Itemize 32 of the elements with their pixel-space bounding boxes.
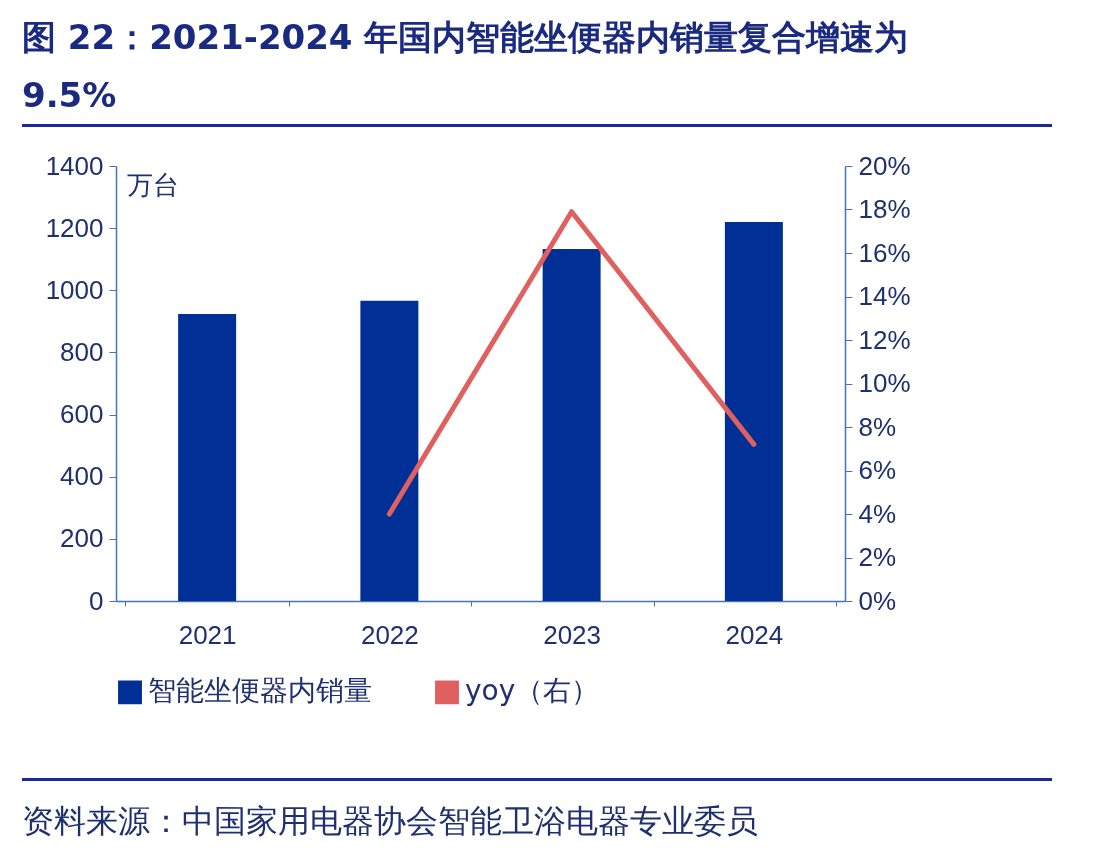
chart-title: 图 22：2021-2024 年国内智能坐便器内销量复合增速为 9.5% [22, 16, 910, 117]
y2-tick-label: 4% [858, 498, 897, 529]
bar [724, 221, 783, 601]
text: 资料来源：中国家用电器协会智能卫浴电器专业委员 [22, 801, 758, 842]
bar [542, 248, 601, 601]
y-axis-title: 万台 [126, 169, 179, 200]
y-tick-label: 1400 [45, 150, 104, 181]
y-tick-label: 200 [60, 523, 104, 554]
y-tick-label: 600 [60, 399, 104, 430]
y2-tick-label: 10% [858, 368, 911, 398]
y2-tick-label: 0% [858, 585, 897, 616]
y-tick-label: 0 [89, 585, 104, 616]
y-tick-label: 800 [60, 336, 104, 367]
y-tick-label: 400 [60, 461, 104, 492]
legend-label: yoy（右） [465, 674, 600, 708]
x-tick-label: 2024 [725, 619, 784, 650]
y2-tick-label: 6% [858, 455, 897, 485]
y2-tick-label: 20% [858, 150, 911, 181]
bar [360, 300, 419, 601]
legend-label: 智能坐便器内销量 [148, 674, 372, 708]
x-tick-label: 2022 [360, 619, 419, 650]
y2-tick-label: 12% [858, 324, 911, 355]
y-tick-label: 1200 [45, 212, 104, 243]
y2-tick-label: 8% [858, 411, 897, 442]
y2-tick-label: 14% [858, 281, 911, 311]
bar [178, 313, 237, 601]
y2-tick-label: 2% [858, 542, 897, 572]
x-tick-label: 2021 [178, 619, 237, 650]
y2-tick-label: 16% [858, 237, 911, 268]
x-tick-label: 2023 [543, 619, 602, 650]
y-tick-label: 1000 [45, 274, 104, 305]
y2-tick-label: 18% [858, 194, 911, 224]
